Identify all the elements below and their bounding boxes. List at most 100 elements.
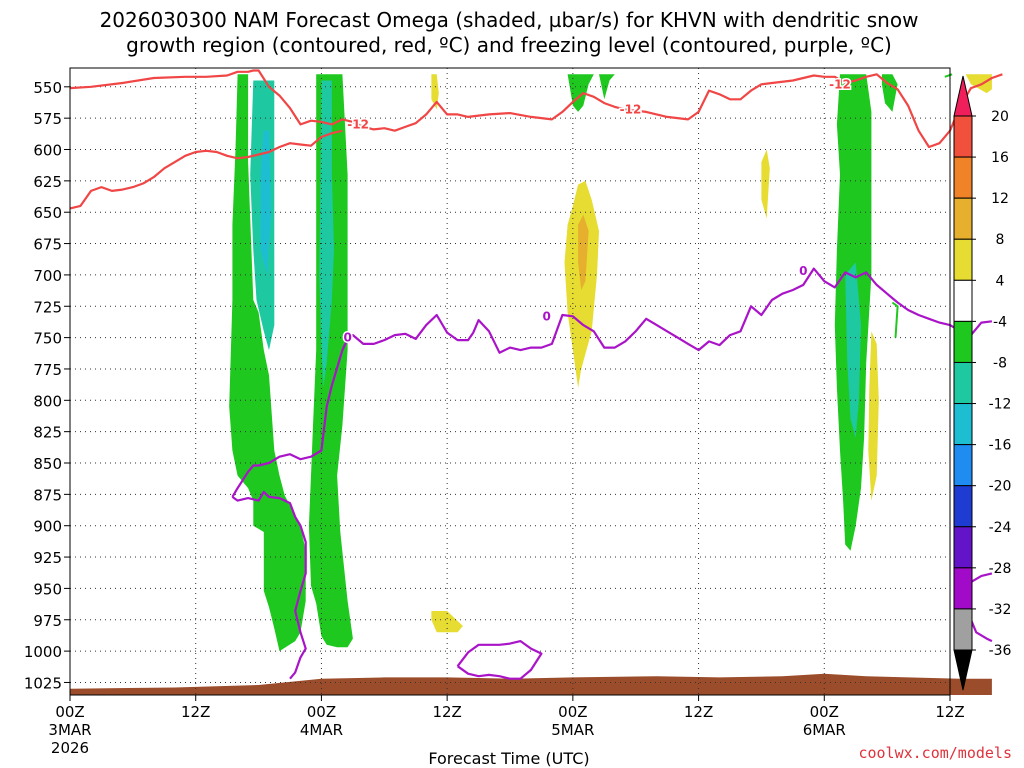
plot-area: -12 -12 -12 0 0 0 bbox=[69, 67, 1003, 696]
colorbar-label-0: 20 bbox=[991, 109, 1009, 125]
contour-line-0 bbox=[69, 69, 1003, 149]
x-tick-date-48: 5MAR bbox=[551, 721, 594, 739]
omega-region-14 bbox=[868, 331, 879, 501]
y-tick-label-550: 550 bbox=[33, 79, 62, 97]
terrain-layer bbox=[70, 673, 992, 695]
colorbar-box-9 bbox=[953, 485, 973, 528]
omega-region-4 bbox=[881, 74, 898, 112]
colorbar-label-11: -28 bbox=[989, 561, 1012, 577]
contour-line-3 bbox=[231, 490, 307, 680]
y-tick-label-850: 850 bbox=[33, 455, 62, 473]
colorbar-label-7: -12 bbox=[989, 397, 1012, 413]
contour-label-1: -12 bbox=[620, 102, 642, 116]
omega-region-12 bbox=[431, 611, 463, 633]
colorbar-box-6 bbox=[953, 361, 973, 405]
colorbar-label-4: 4 bbox=[996, 273, 1005, 289]
contour-line-4 bbox=[456, 639, 543, 680]
colorbar-label-9: -20 bbox=[989, 479, 1012, 495]
y-tick-label-700: 700 bbox=[33, 267, 62, 285]
y-tick-label-800: 800 bbox=[33, 392, 62, 410]
plot-frame bbox=[69, 67, 951, 696]
omega-shading bbox=[229, 74, 992, 652]
y-tick-label-1025: 1025 bbox=[24, 674, 62, 692]
x-tick-label-0: 00Z bbox=[55, 703, 84, 721]
colorbar-label-3: 8 bbox=[996, 232, 1005, 248]
colorbar-label-12: -32 bbox=[989, 602, 1012, 618]
x-tick-label-84: 12Z bbox=[935, 703, 964, 721]
watermark: coolwx.com/models bbox=[858, 744, 1012, 762]
contour-line-2 bbox=[231, 267, 993, 498]
colorbar-box-7 bbox=[953, 403, 973, 446]
x-tick-date-0: 3MAR bbox=[48, 721, 91, 739]
colorbar-bottom-arrow bbox=[953, 649, 973, 691]
colorbar-box-0 bbox=[953, 115, 973, 158]
contour-label-2: -12 bbox=[829, 77, 851, 91]
y-tick-label-775: 775 bbox=[33, 361, 62, 379]
y-tick-label-725: 725 bbox=[33, 298, 62, 316]
y-tick-label-825: 825 bbox=[33, 424, 62, 442]
y-tick-label-975: 975 bbox=[33, 612, 62, 630]
contour-label-0: -12 bbox=[347, 117, 369, 131]
y-tick-label-650: 650 bbox=[33, 204, 62, 222]
omega-region-11 bbox=[431, 74, 439, 110]
colorbar-box-1 bbox=[953, 156, 973, 199]
omega-region-1 bbox=[308, 74, 353, 648]
chart-title-line1: 2026030300 NAM Forecast Omega (shaded, µ… bbox=[100, 8, 919, 32]
contour-lines: -12 -12 -12 0 0 0 bbox=[69, 69, 1003, 680]
plot-background bbox=[70, 68, 950, 695]
y-tick-label-625: 625 bbox=[33, 173, 62, 191]
x-axis-label: Forecast Time (UTC) bbox=[428, 749, 589, 768]
colorbar-label-2: 12 bbox=[991, 191, 1009, 207]
omega-region-0 bbox=[229, 74, 306, 652]
colorbar-box-5 bbox=[953, 320, 973, 363]
x-tick-date-24: 4MAR bbox=[300, 721, 343, 739]
colorbar-label-13: -36 bbox=[989, 643, 1012, 659]
colorbar-label-5: -4 bbox=[993, 314, 1007, 330]
y-tick-label-875: 875 bbox=[33, 486, 62, 504]
colorbar-box-2 bbox=[953, 197, 973, 240]
omega-region-10 bbox=[578, 214, 589, 290]
x-tick-label-48: 00Z bbox=[558, 703, 587, 721]
omega-region-2 bbox=[567, 74, 615, 112]
colorbar-box-3 bbox=[953, 238, 973, 281]
colorbar-label-10: -24 bbox=[989, 520, 1012, 536]
terrain-fill bbox=[70, 673, 992, 695]
colorbar: 20 16 12 8 4 -4 -8 -12 -16 -20 -24 -28 -32 -36 bbox=[953, 75, 1012, 691]
x-tick-label-12: 12Z bbox=[181, 703, 210, 721]
x-tick-label-24: 00Z bbox=[307, 703, 336, 721]
omega-region-7 bbox=[845, 262, 861, 438]
contour-label-4: 0 bbox=[542, 309, 550, 323]
omega-region-8 bbox=[260, 130, 272, 275]
y-axis: 550 575 600 625 650 675 700 725 750 775 800 825 850 8… bbox=[24, 79, 70, 692]
y-tick-label-750: 750 bbox=[33, 330, 62, 348]
y-tick-label-600: 600 bbox=[33, 142, 62, 160]
colorbar-label-6: -8 bbox=[993, 355, 1007, 371]
x-tick-date-72: 6MAR bbox=[803, 721, 846, 739]
omega-region-6 bbox=[319, 80, 334, 388]
colorbar-box-4 bbox=[953, 279, 973, 322]
contour-line-1 bbox=[69, 129, 343, 210]
y-tick-label-1000: 1000 bbox=[24, 643, 62, 661]
omega-fragment-1 bbox=[944, 73, 953, 78]
y-tick-label-950: 950 bbox=[33, 580, 62, 598]
colorbar-top-arrow bbox=[953, 75, 973, 117]
y-tick-label-575: 575 bbox=[33, 110, 62, 128]
colorbar-box-11 bbox=[953, 567, 973, 610]
x-tick-label-60: 12Z bbox=[684, 703, 713, 721]
colorbar-box-8 bbox=[953, 444, 973, 487]
y-tick-label-900: 900 bbox=[33, 518, 62, 536]
y-tick-label-675: 675 bbox=[33, 236, 62, 254]
chart-title-line2: growth region (contoured, red, ºC) and f… bbox=[126, 33, 892, 57]
x-tick-label-36: 12Z bbox=[432, 703, 461, 721]
omega-region-15 bbox=[965, 74, 992, 94]
grid-lines bbox=[70, 68, 950, 695]
colorbar-label-8: -16 bbox=[989, 438, 1012, 454]
colorbar-label-1: 16 bbox=[991, 150, 1009, 166]
colorbar-box-10 bbox=[953, 526, 973, 569]
x-tick-label-72: 00Z bbox=[810, 703, 839, 721]
contour-label-3: 0 bbox=[343, 331, 351, 345]
x-tick-year-0: 2026 bbox=[51, 739, 89, 757]
colorbar-box-12 bbox=[953, 608, 973, 651]
